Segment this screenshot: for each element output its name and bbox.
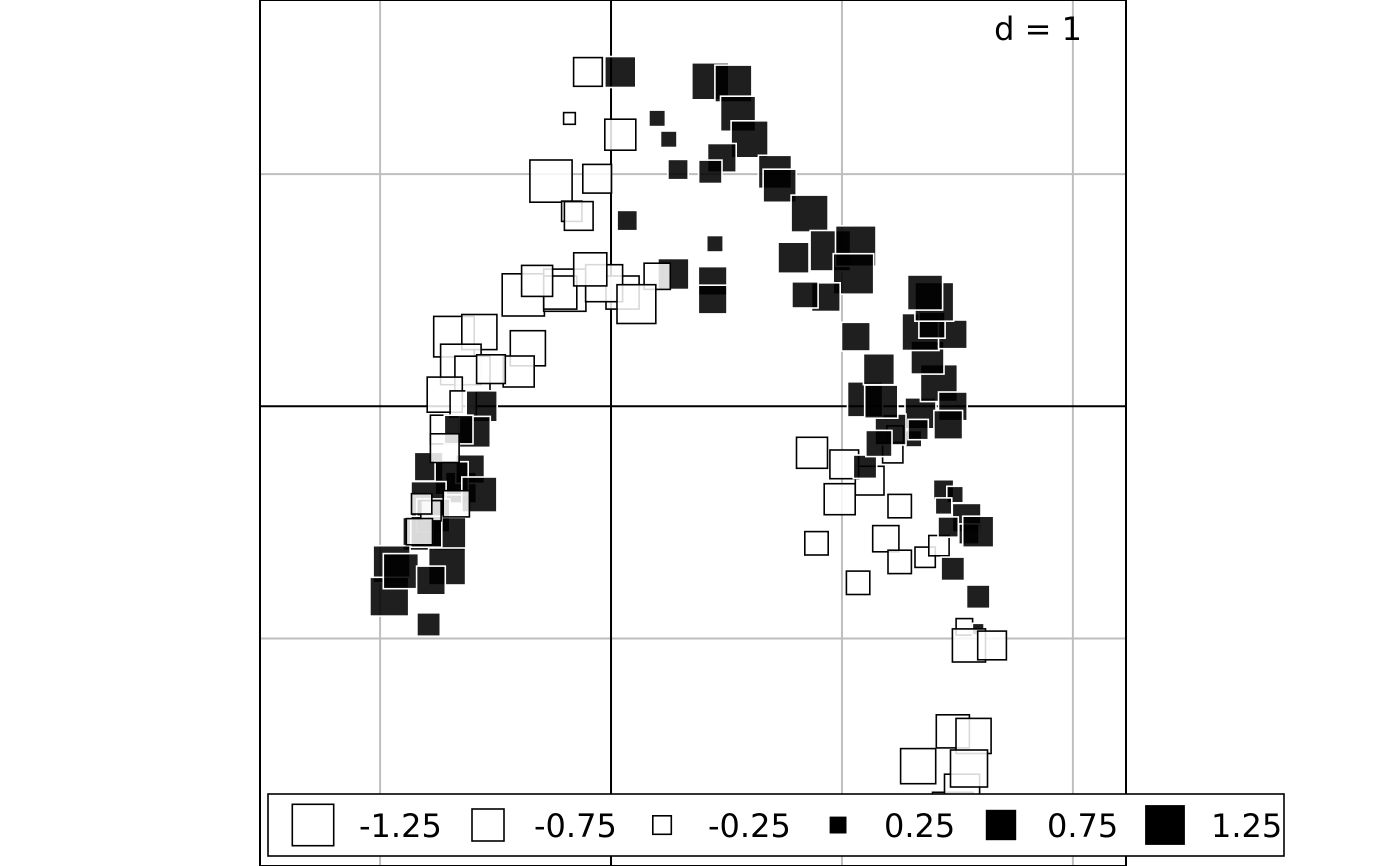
point-negative [603, 118, 637, 151]
point-positive [934, 497, 953, 516]
point-positive [864, 429, 893, 458]
point-negative [955, 717, 992, 755]
point-positive [382, 552, 420, 590]
point-positive [705, 234, 725, 253]
legend-symbol [291, 803, 335, 847]
point-positive [933, 409, 964, 441]
legend-symbol [827, 814, 849, 836]
point-negative [616, 283, 657, 325]
point-positive [840, 321, 872, 352]
legend-label: -0.25 [708, 807, 791, 845]
point-negative [572, 56, 604, 88]
point-negative [803, 530, 829, 556]
legend: -1.25 -0.75 -0.25 0.25 0.75 1.25 [267, 793, 1285, 857]
point-positive [659, 130, 678, 149]
point-negative [899, 747, 937, 785]
legend-box [267, 793, 1285, 857]
point-negative [529, 159, 573, 204]
point-negative [795, 436, 829, 470]
point-positive [961, 515, 995, 549]
point-positive [907, 418, 930, 441]
point-negative [405, 517, 434, 546]
point-positive [937, 516, 960, 539]
point-positive [697, 159, 723, 185]
point-negative [823, 482, 857, 516]
legend-symbol [651, 814, 673, 836]
legend-symbol [984, 808, 1018, 842]
point-positive [415, 565, 447, 596]
point-negative [562, 111, 577, 126]
grid-lines [260, 0, 1126, 866]
point-positive [906, 274, 944, 311]
point-negative [845, 570, 871, 596]
point-negative [502, 355, 536, 388]
point-positive [730, 120, 769, 159]
legend-symbol [471, 808, 505, 842]
legend-symbol [1143, 803, 1187, 847]
point-positive [852, 454, 878, 480]
point-positive [667, 158, 690, 181]
point-positive [777, 241, 810, 274]
point-positive [648, 109, 667, 128]
point-negative [887, 549, 913, 575]
point-positive [616, 209, 639, 232]
point-negative [475, 353, 507, 385]
point-negative [520, 264, 554, 298]
legend-label: 0.25 [884, 807, 955, 845]
point-positive [697, 284, 728, 315]
point-positive [790, 194, 829, 233]
point-positive [940, 556, 966, 582]
point-positive [603, 55, 637, 89]
zero-axes [260, 0, 1126, 866]
point-negative [927, 534, 950, 557]
plot-frame [259, 0, 1127, 866]
point-positive [791, 280, 819, 309]
point-negative [949, 749, 989, 788]
point-negative [871, 524, 900, 553]
point-negative [410, 492, 433, 515]
point-positive [863, 384, 899, 420]
point-negative [572, 252, 608, 287]
point-negative [581, 163, 613, 194]
grid-scale-label: d = 1 [994, 10, 1082, 48]
point-negative [563, 200, 594, 232]
point-positive [862, 352, 896, 386]
point-negative [442, 489, 471, 518]
point-negative [429, 432, 460, 464]
point-positive [965, 584, 991, 610]
point-negative [887, 493, 913, 519]
legend-label: -1.25 [359, 807, 442, 845]
legend-label: 0.75 [1047, 807, 1118, 845]
legend-label: -0.75 [534, 807, 617, 845]
legend-label: 1.25 [1211, 807, 1282, 845]
point-negative [976, 630, 1008, 661]
point-positive [416, 611, 442, 637]
